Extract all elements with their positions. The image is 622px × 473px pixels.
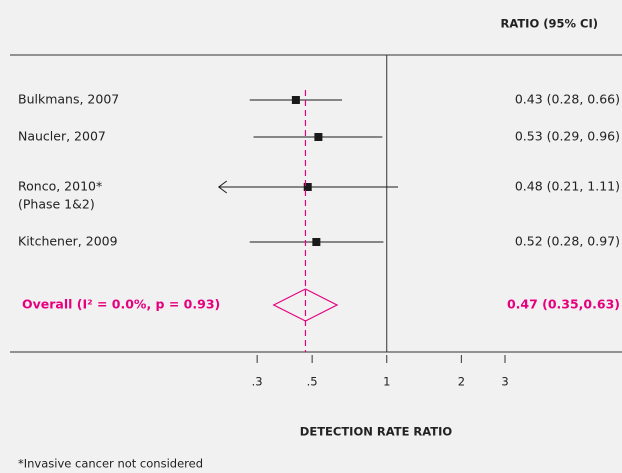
study-name: Bulkmans, 2007 xyxy=(18,92,119,107)
point-estimate xyxy=(312,238,321,246)
ci-label: 0.52 (0.28, 0.97) xyxy=(515,234,620,249)
x-tick-label: .3 xyxy=(252,375,263,389)
point-estimate xyxy=(303,183,312,191)
overall-diamond xyxy=(272,288,339,322)
study-name: Kitchener, 2009 xyxy=(18,234,118,249)
x-tick-label: 2 xyxy=(458,375,465,389)
x-tick-label: 3 xyxy=(501,375,508,389)
ci-arrow xyxy=(217,180,228,194)
x-axis-label: DETECTION RATE RATIO xyxy=(300,425,453,439)
ci-label: 0.43 (0.28, 0.66) xyxy=(515,92,620,107)
x-tick-label: .5 xyxy=(307,375,318,389)
x-tick-label: 1 xyxy=(383,375,390,389)
study-name: Naucler, 2007 xyxy=(18,129,106,144)
footnote: *Invasive cancer not considered xyxy=(18,457,203,471)
overall-name: Overall (I² = 0.0%, p = 0.93) xyxy=(22,297,220,312)
study-name: Ronco, 2010* xyxy=(18,179,102,194)
study-note: (Phase 1&2) xyxy=(18,197,95,212)
overall-ci-label: 0.47 (0.35,0.63) xyxy=(507,297,620,312)
point-estimate xyxy=(314,133,323,141)
point-estimate xyxy=(291,96,300,104)
ci-label: 0.53 (0.29, 0.96) xyxy=(515,129,620,144)
ci-label: 0.48 (0.21, 1.11) xyxy=(515,179,620,194)
header: RATIO (95% CI) xyxy=(500,17,598,31)
